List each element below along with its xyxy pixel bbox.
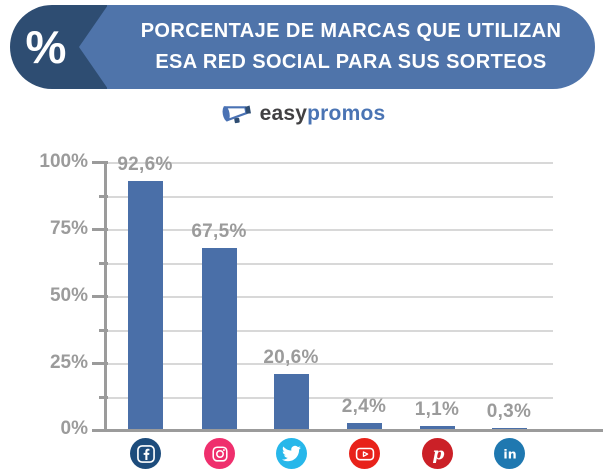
bar-facebook [128,180,163,429]
linkedin-icon: in [494,438,525,469]
x-axis [92,429,603,432]
y-axis-label: 100% [39,151,88,172]
gridline [106,330,553,332]
svg-text:in: in [503,446,516,461]
header-banner: PORCENTAJE DE MARCAS QUE UTILIZAN ESA RE… [107,5,595,89]
facebook-icon [130,438,161,469]
youtube-icon [349,438,380,469]
gridline [106,397,553,399]
bar-value-label: 1,1% [414,399,460,421]
bar-value-label: 92,6% [117,153,173,175]
y-axis-label: 50% [49,285,88,306]
twitter-icon [276,438,307,469]
bar-linkedin [492,428,527,429]
gridline [106,162,553,164]
bar-youtube [347,422,382,429]
bar-value-label: 0,3% [486,401,532,423]
y-axis-label: 75% [49,218,88,239]
y-tick-minor [99,329,108,332]
page-title-line2: ESA RED SOCIAL PARA SUS SORTEOS [155,51,547,73]
y-tick-minor [99,396,108,399]
gridline [106,296,553,298]
y-tick-minor [99,195,108,198]
y-tick [92,161,108,164]
bar-pinterest [420,426,455,429]
y-tick-minor [99,262,108,265]
instagram-icon [204,438,235,469]
bar-instagram [202,248,237,429]
svg-text:p: p [432,444,444,464]
easypromos-logo: easypromos [0,99,605,129]
logo-text: easypromos [260,102,386,126]
bar-value-label: 20,6% [263,346,319,368]
gridline [106,229,553,231]
bar-value-label: 67,5% [191,221,247,243]
gridline [106,363,553,365]
y-axis-label: 0% [60,418,88,439]
pinterest-icon: p [422,438,453,469]
page-title-line1: PORCENTAJE DE MARCAS QUE UTILIZAN [140,20,562,42]
percent-badge: % [25,21,67,73]
bar-value-label: 2,4% [341,395,387,417]
bar-twitter [274,373,309,429]
y-tick [92,228,108,231]
y-tick [92,362,108,365]
y-axis-label: 25% [49,352,88,373]
megaphone-icon [220,99,254,130]
gridline [106,263,553,265]
logo-promos: promos [307,102,386,125]
gridline [106,196,553,198]
y-tick [92,429,108,432]
logo-easy: easy [259,102,308,125]
y-tick [92,295,108,298]
